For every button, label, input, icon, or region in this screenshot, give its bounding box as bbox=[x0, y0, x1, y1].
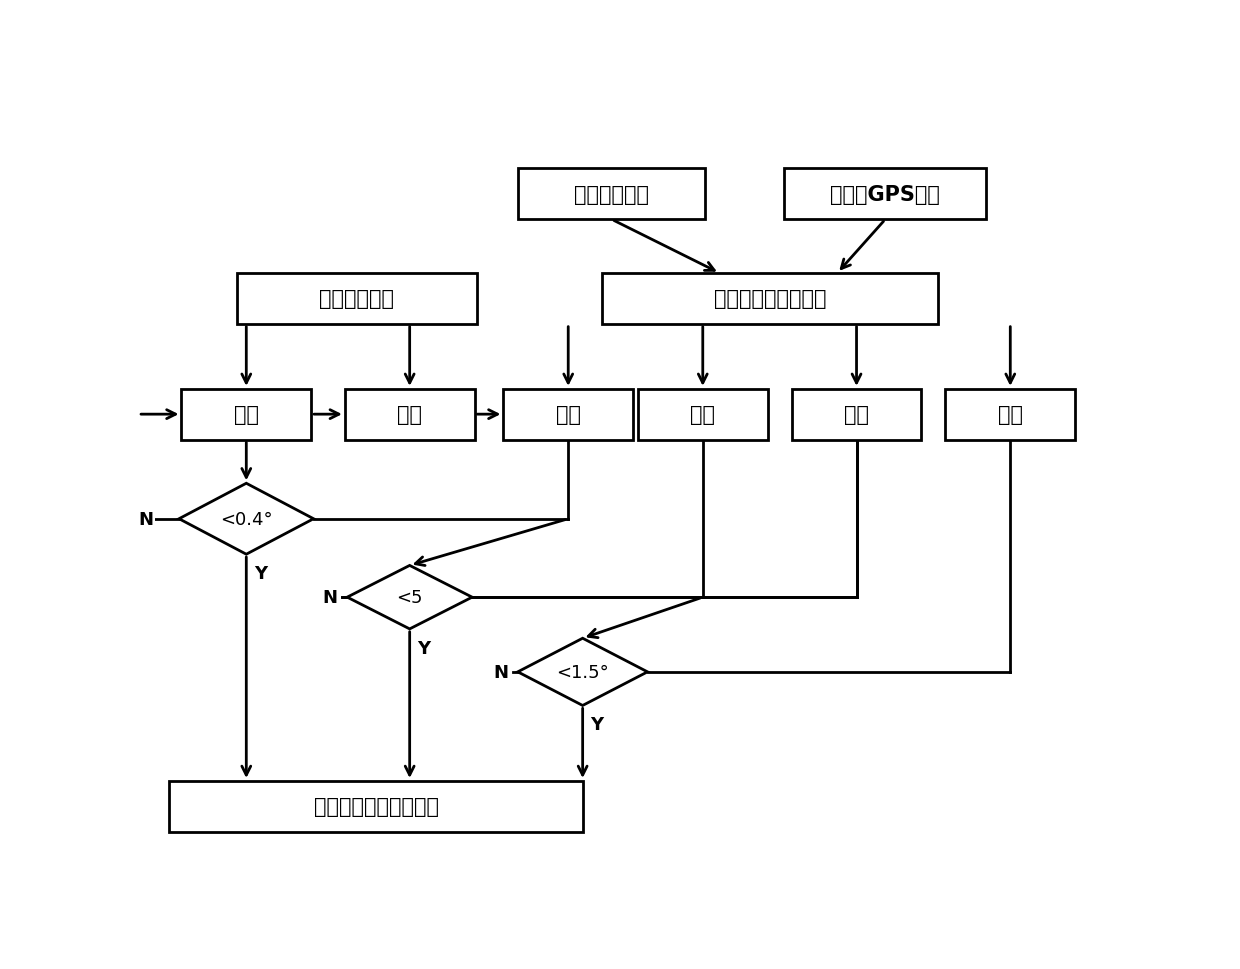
Text: 雷达观测数据: 雷达观测数据 bbox=[320, 289, 394, 309]
Bar bbox=[785, 170, 986, 220]
Text: 库数: 库数 bbox=[397, 405, 422, 424]
Text: 方位: 方位 bbox=[691, 405, 715, 424]
Text: 库数: 库数 bbox=[844, 405, 869, 424]
Text: 仰角: 仰角 bbox=[998, 405, 1023, 424]
Text: Y: Y bbox=[590, 715, 604, 734]
Text: N: N bbox=[139, 511, 154, 528]
Bar bbox=[637, 390, 768, 440]
Bar bbox=[503, 390, 634, 440]
Polygon shape bbox=[347, 566, 472, 629]
Polygon shape bbox=[518, 639, 647, 705]
Text: 金属球对应数据信息: 金属球对应数据信息 bbox=[714, 289, 826, 309]
Text: <0.4°: <0.4° bbox=[219, 511, 273, 528]
Text: 方位: 方位 bbox=[556, 405, 580, 424]
Text: Y: Y bbox=[418, 639, 430, 657]
Text: 金属球GPS信息: 金属球GPS信息 bbox=[831, 185, 940, 204]
Text: Y: Y bbox=[254, 564, 268, 582]
Text: N: N bbox=[494, 663, 508, 681]
Text: N: N bbox=[322, 588, 337, 607]
Bar bbox=[518, 170, 706, 220]
Text: <1.5°: <1.5° bbox=[557, 663, 609, 681]
Polygon shape bbox=[179, 484, 314, 554]
Bar bbox=[181, 390, 311, 440]
Bar bbox=[345, 390, 475, 440]
Bar bbox=[601, 273, 939, 325]
Text: 金属球对应的雷达数据: 金属球对应的雷达数据 bbox=[314, 797, 439, 817]
Bar bbox=[791, 390, 921, 440]
Bar bbox=[945, 390, 1075, 440]
Bar bbox=[170, 781, 583, 831]
Text: <5: <5 bbox=[397, 588, 423, 607]
Text: 雷达位置信息: 雷达位置信息 bbox=[574, 185, 649, 204]
Bar bbox=[237, 273, 477, 325]
Text: 仰角: 仰角 bbox=[234, 405, 259, 424]
